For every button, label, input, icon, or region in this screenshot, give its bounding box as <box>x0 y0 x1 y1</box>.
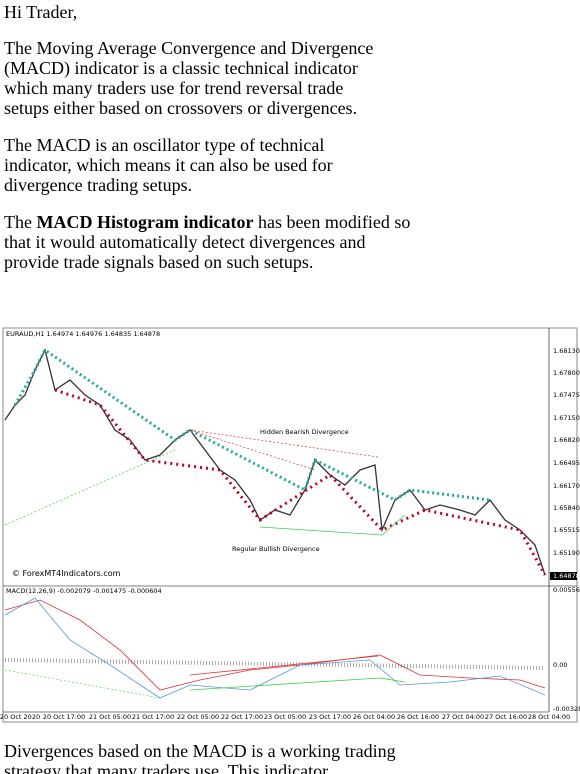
divergence-line <box>189 429 316 471</box>
histogram <box>4 658 546 670</box>
line: (MACD) indicator is a classic technical … <box>4 58 358 78</box>
tick-label: 23 Oct 17:00 <box>309 713 351 721</box>
line: indicator, which means it can also be us… <box>4 155 333 175</box>
line: that it would automatically detect diver… <box>4 232 366 252</box>
tick-label: 21 Oct 05:00 <box>89 713 131 721</box>
paragraph: The Moving Average Convergence and Diver… <box>4 38 373 118</box>
divergence-line <box>4 449 176 526</box>
tick-label: 1.68130 <box>553 347 580 355</box>
tick-label: 26 Oct 04:00 <box>353 713 395 721</box>
tick-label: 1.65190 <box>553 549 580 557</box>
price-line <box>4 348 546 576</box>
macd-line <box>4 597 546 699</box>
tick-label: 1.66495 <box>553 459 580 467</box>
line: strategy that many traders use. This ind… <box>4 761 329 774</box>
line: Divergences based on the MACD is a worki… <box>4 741 396 761</box>
line: The MACD is an oscillator type of techni… <box>4 135 325 155</box>
tick-label: 21 Oct 17:00 <box>132 713 174 721</box>
tick-label: 1.67800 <box>553 369 580 377</box>
text: The <box>4 212 37 232</box>
bold-text: MACD Histogram indicator <box>36 212 254 232</box>
divergence-line <box>189 655 379 676</box>
date-axis: 20 Oct 2020 20 Oct 17:00 21 Oct 05:00 21… <box>0 713 570 721</box>
candles-up <box>13 347 491 502</box>
paragraph: The MACD Histogram indicator has been mo… <box>4 212 410 272</box>
divergence-line <box>189 677 406 691</box>
tick-label: 1.66820 <box>553 436 580 444</box>
paragraph: Divergences based on the MACD is a worki… <box>4 741 396 774</box>
image-frame <box>2 327 578 723</box>
annotation: Regular Bullish Divergence <box>232 545 320 553</box>
tick-label: 20 Oct 17:00 <box>43 713 85 721</box>
tick-label: 1.64878 <box>553 572 580 580</box>
tick-label: -0.003287 <box>553 705 580 713</box>
tick-label: 0.00 <box>553 661 567 669</box>
tick-label: 28 Oct 04:00 <box>528 713 570 721</box>
tick-label: 27 Oct 04:00 <box>442 713 484 721</box>
text: has been modified so <box>253 212 411 232</box>
tick-label: 27 Oct 16:00 <box>485 713 527 721</box>
divergence-line <box>259 514 406 536</box>
line: setups either based on crossovers or div… <box>4 98 358 118</box>
line: divergence trading setups. <box>4 175 193 195</box>
tick-label: 22 Oct 17:00 <box>221 713 263 721</box>
chart-header: EURAUD,H1 1.64974 1.64976 1.64835 1.6487… <box>6 330 160 338</box>
tick-label: 1.65840 <box>553 504 580 512</box>
paragraph: The MACD is an oscillator type of techni… <box>4 135 333 195</box>
tick-label: 22 Oct 05:00 <box>177 713 219 721</box>
tick-label: 20 Oct 2020 <box>0 713 40 721</box>
price-axis: 1.68130 1.67800 1.67475 1.67150 1.66820 … <box>550 347 580 580</box>
line: which many traders use for trend reversa… <box>4 78 344 98</box>
greeting: Hi Trader, <box>4 2 78 22</box>
annotation: Hidden Bearish Divergence <box>260 428 349 436</box>
line: The MACD Histogram indicator has been mo… <box>4 212 410 232</box>
tick-label: 1.67475 <box>553 391 580 399</box>
line: The Moving Average Convergence and Diver… <box>4 38 374 58</box>
watermark: © ForexMT4Indicators.com <box>12 569 121 578</box>
tick-label: 26 Oct 16:00 <box>397 713 439 721</box>
tick-label: 0.00556 <box>553 586 580 594</box>
tick-label: 1.67150 <box>553 414 580 422</box>
signal-line <box>4 599 546 691</box>
line: provide trade signals based on such setu… <box>4 252 314 272</box>
tick-label: 1.66170 <box>553 482 580 490</box>
tick-label: 23 Oct 05:00 <box>264 713 306 721</box>
tick-label: 1.65515 <box>553 526 580 534</box>
indicator-header: MACD(12,26,9) -0.002079 -0.001475 -0.000… <box>6 587 162 595</box>
price-marker <box>550 572 577 580</box>
